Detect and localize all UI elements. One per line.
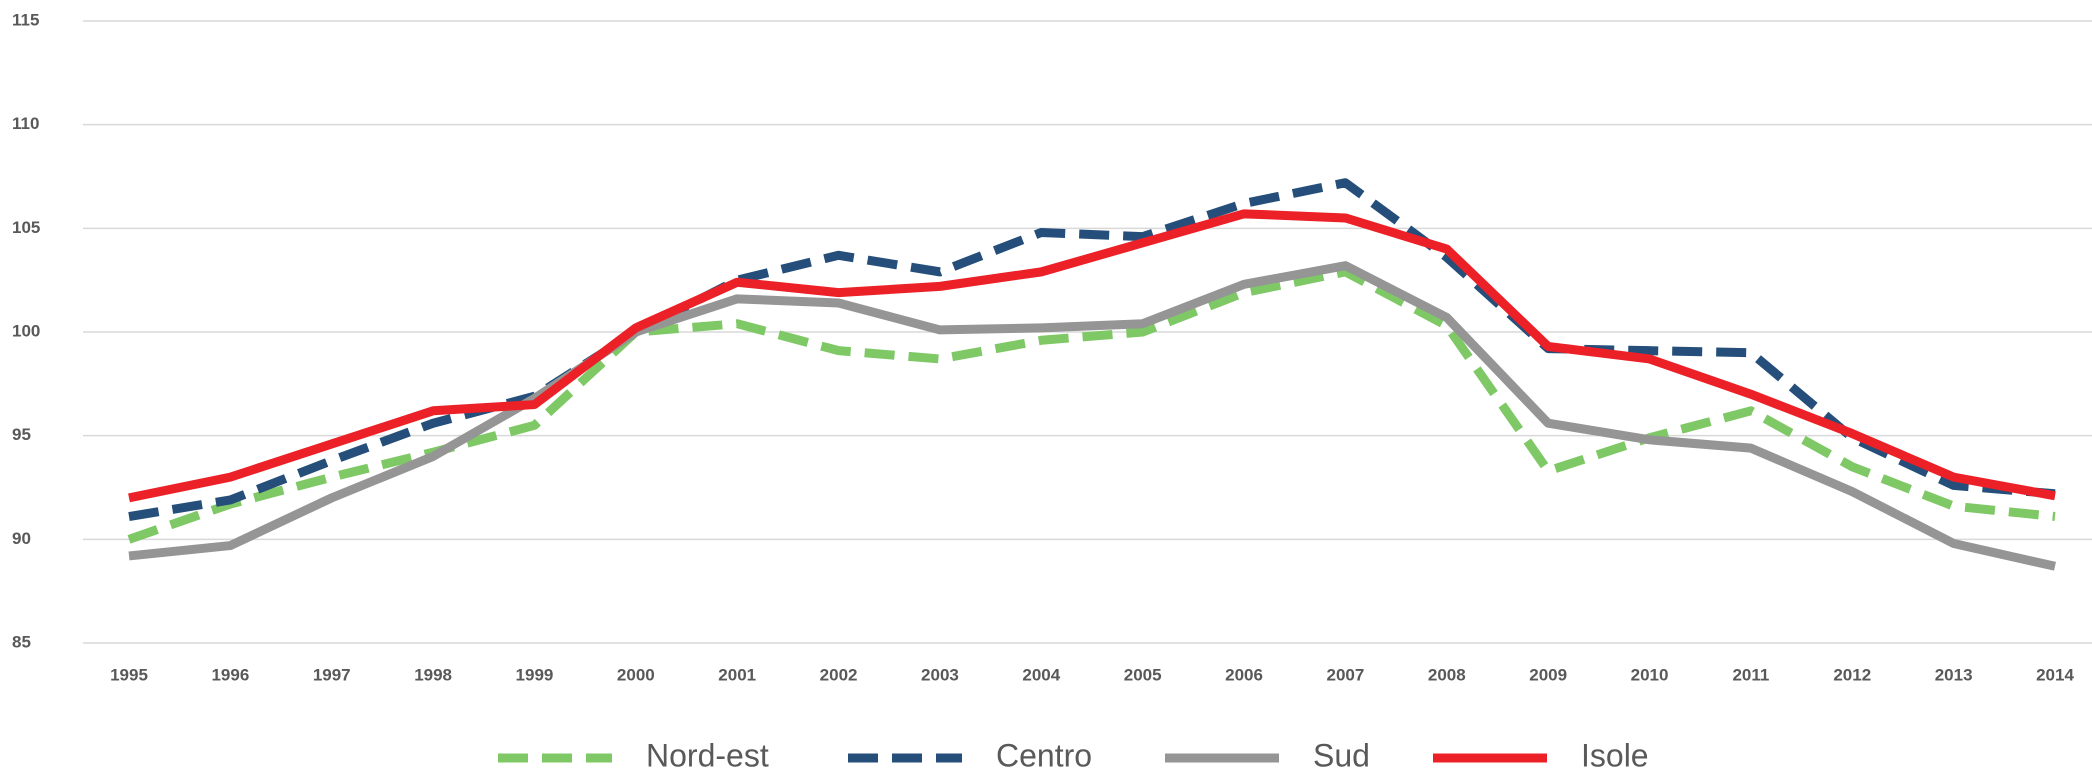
y-tick-label: 85 [12,632,31,651]
series-line [128,178,2056,521]
series-line [127,267,2056,544]
x-tick-label: 2004 [1022,665,1060,684]
y-tick-label: 105 [12,218,40,237]
x-tick-label: 2007 [1327,665,1365,684]
y-tick-label: 100 [12,321,40,340]
x-tick-label: 2006 [1225,665,1263,684]
legend-label: Centro [996,737,1092,773]
series-line [128,209,2056,503]
x-tick-label: 2001 [718,665,756,684]
y-tick-label: 90 [12,529,31,548]
legend-label: Sud [1313,737,1370,773]
series-line [128,261,2056,571]
x-tick-label: 2009 [1529,665,1567,684]
x-tick-label: 1997 [313,665,351,684]
x-tick-label: 1995 [110,665,148,684]
x-tick-label: 1999 [516,665,554,684]
x-tick-label: 2013 [1935,665,1973,684]
x-tick-label: 2000 [617,665,655,684]
x-tick-label: 2011 [1732,665,1769,684]
legend-label: Nord-est [646,737,769,773]
x-tick-label: 2002 [820,665,858,684]
y-tick-label: 110 [12,114,39,133]
x-tick-label: 2014 [2036,665,2074,684]
y-tick-label: 115 [12,10,39,29]
legend-label: Isole [1581,737,1649,773]
y-tick-label: 95 [12,425,31,444]
x-tick-label: 2010 [1631,665,1669,684]
x-tick-label: 1998 [414,665,452,684]
x-tick-label: 2003 [921,665,959,684]
x-tick-label: 1996 [211,665,249,684]
x-tick-label: 2005 [1124,665,1162,684]
x-tick-label: 2012 [1833,665,1871,684]
x-tick-label: 2008 [1428,665,1466,684]
